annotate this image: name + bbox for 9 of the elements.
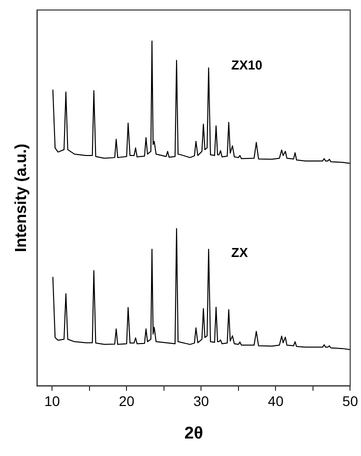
x-tick-label: 30 — [193, 393, 210, 410]
x-tick-label: 10 — [44, 393, 60, 410]
x-tick-label: 40 — [268, 393, 284, 410]
series-label: ZX — [231, 245, 248, 260]
x-tick-label: 50 — [342, 393, 358, 410]
x-tick-label: 20 — [118, 393, 135, 410]
y-axis-title: Intensity (a.u.) — [13, 144, 30, 252]
series-label: ZX10 — [231, 58, 262, 73]
x-axis-title: 2θ — [184, 423, 204, 442]
